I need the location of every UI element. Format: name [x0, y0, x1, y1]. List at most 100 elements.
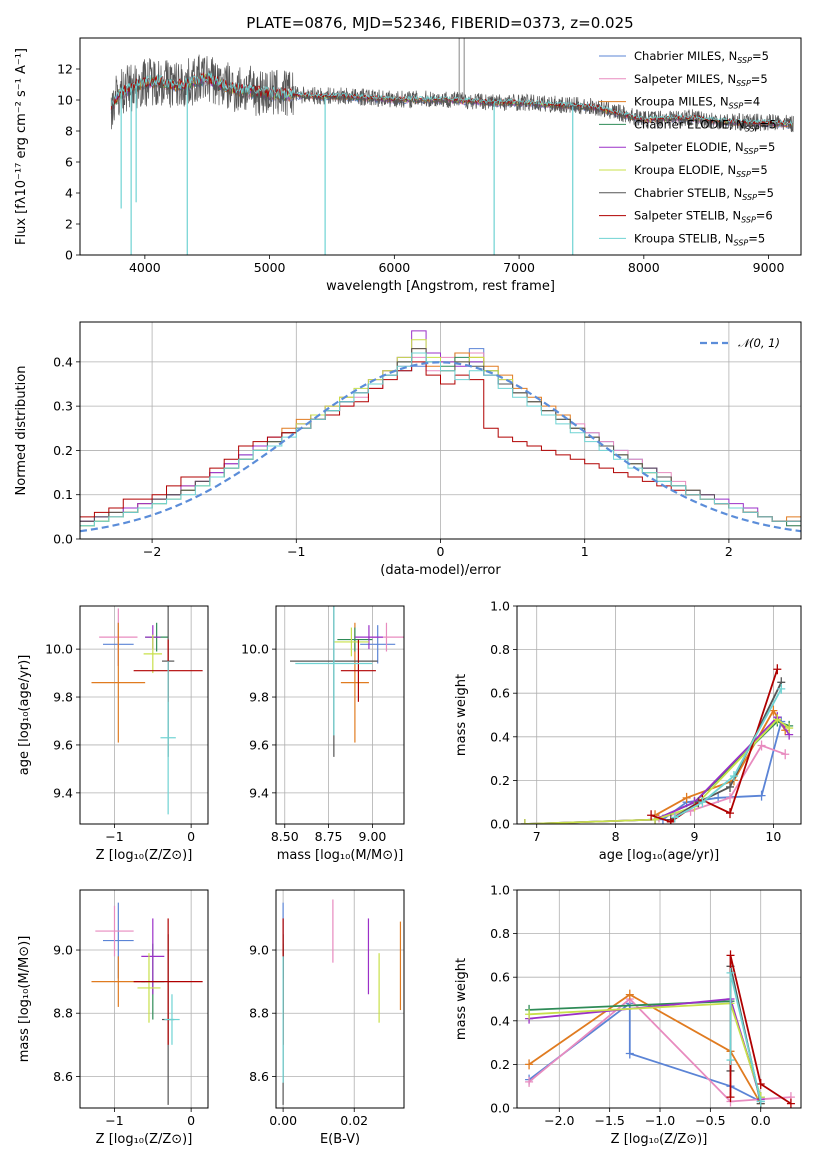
weight-marker-kroupa_stelib — [756, 1096, 765, 1107]
errorbar-point-kroupa_elodie — [137, 953, 161, 1023]
spectrum-line-chabrier_stelib — [110, 54, 794, 133]
y-tick-label: 0.3 — [53, 399, 73, 414]
y-tick-label: 0.4 — [53, 354, 73, 369]
errorbar-point-chabrier_miles — [360, 625, 396, 664]
legend-label: Chabrier MILES, NSSP=5 — [634, 49, 769, 65]
x-tick-label: 0.02 — [340, 1113, 368, 1128]
plot-area — [282, 899, 402, 1105]
weight-marker-salpeter_miles — [726, 792, 734, 803]
weight-marker-salpeter_stelib — [726, 808, 734, 819]
x-tick-label: 6000 — [378, 260, 410, 275]
weight-marker-chabrier_miles — [625, 1048, 634, 1059]
x-tick-label: 10 — [765, 829, 781, 844]
legend-label: Chabrier ELODIE, NSSP=5 — [634, 117, 776, 133]
y-axis-label: mass weight — [454, 958, 469, 1040]
weight-marker-kroupa_stelib — [726, 967, 735, 978]
y-tick-label: 9.6 — [249, 737, 269, 752]
x-tick-label: 5000 — [254, 260, 286, 275]
y-tick-label: 0.8 — [490, 642, 510, 657]
axes-frame — [79, 889, 209, 1109]
x-tick-label: 1 — [581, 544, 589, 559]
weight-marker-kroupa_stelib — [698, 797, 707, 808]
y-tick-label: 9.8 — [53, 690, 73, 705]
errorbar-point-kroupa_stelib — [160, 661, 176, 815]
y-tick-label: 0.0 — [490, 817, 510, 832]
x-tick-label: −1 — [105, 1113, 123, 1128]
y-tick-label: 8.8 — [53, 1006, 73, 1021]
plot-area — [525, 950, 795, 1108]
chart-spectrum: 4000 5000 6000 7000 8000 9000 0 2 4 6 8 10 12 wavelen… — [14, 37, 802, 294]
x-tick-label: 7 — [533, 829, 541, 844]
y-tick-label: 0 — [65, 248, 73, 263]
errorbar-point-salpeter_elodie — [141, 918, 165, 995]
weight-marker-salpeter_stelib — [726, 950, 735, 961]
y-tick-label: 9.8 — [249, 690, 269, 705]
weight-line-kroupa_elodie — [524, 718, 790, 824]
axes-frame — [516, 889, 802, 1109]
y-tick-label: 4 — [65, 186, 73, 201]
y-tick-label: 2 — [65, 217, 73, 232]
weight-marker-kroupa_miles — [525, 1059, 534, 1070]
y-tick-label: 10 — [57, 93, 73, 108]
errorbar-point-salpeter_elodie — [354, 625, 383, 650]
chart-mass_weight_vs_age: 7 8 9 10 0.0 0.2 0.4 0.6 0.8 1.0 age [log₁₀(age/yr… — [454, 599, 802, 863]
weight-marker-kroupa_stelib — [726, 1055, 735, 1066]
x-axis-label: E(B-V) — [320, 1132, 360, 1147]
x-tick-label: 7000 — [503, 260, 535, 275]
x-axis-label: wavelength [Angstrom, rest frame] — [326, 279, 555, 294]
y-tick-label: 0.6 — [490, 686, 510, 701]
y-axis-label: age [log₁₀(age/yr)] — [17, 655, 32, 776]
legend-label: Kroupa MILES, NSSP=4 — [634, 95, 760, 111]
weight-marker-chabrier_stelib — [726, 781, 734, 792]
legend-label: Kroupa STELIB, NSSP=5 — [634, 231, 765, 247]
weight-marker-salpeter_stelib — [773, 664, 782, 675]
x-tick-label: −2 — [143, 544, 161, 559]
y-tick-label: 1.0 — [490, 599, 510, 614]
weight-marker-salpeter_miles — [525, 1076, 534, 1087]
x-axis-label: Z [log₁₀(Z/Z⊙)] — [611, 1132, 708, 1147]
spectrum-line-kroupa_stelib — [110, 72, 794, 126]
y-tick-label: 0.4 — [490, 729, 510, 744]
y-tick-label: 0.2 — [53, 443, 73, 458]
errorbar-point-chabrier_elodie — [337, 627, 373, 652]
chart-mass_vs_ebv: 0.00 0.02 8.6 8.8 9.0 E(B-V) — [249, 889, 405, 1147]
weight-marker-kroupa_elodie — [520, 819, 529, 824]
normal-curve — [80, 361, 801, 533]
weight-marker-kroupa_miles — [682, 792, 691, 803]
weight-marker-salpeter_stelib — [666, 816, 675, 824]
axes-frame — [79, 605, 209, 825]
errorbar-point-salpeter_miles — [95, 905, 134, 957]
errorbar-point-salpeter_stelib — [133, 918, 203, 1045]
plot-area — [91, 606, 203, 815]
x-tick-label: −1.0 — [645, 1113, 675, 1128]
weight-marker-kroupa_stelib — [777, 683, 786, 694]
x-tick-label: 0 — [187, 1113, 195, 1128]
weight-line-chabrier_miles — [662, 721, 783, 821]
errorbar-point-kroupa_stelib — [164, 994, 180, 1045]
weight-line-kroupa_elodie — [529, 1002, 762, 1098]
x-tick-label: −1 — [105, 829, 123, 844]
y-tick-label: 9.4 — [53, 785, 73, 800]
y-tick-label: 0.0 — [490, 1101, 510, 1116]
axes-frame — [79, 321, 802, 540]
x-tick-label: 9000 — [753, 260, 785, 275]
x-tick-label: −0.5 — [695, 1113, 725, 1128]
x-tick-label: −1 — [287, 544, 305, 559]
x-axis-label: Z [log₁₀(Z/Z⊙)] — [96, 1132, 193, 1147]
y-tick-label: 10.0 — [241, 642, 269, 657]
weight-marker-kroupa_elodie — [525, 1009, 534, 1020]
y-tick-label: 8.6 — [249, 1069, 269, 1084]
y-tick-label: 8 — [65, 124, 73, 139]
y-tick-label: 10.0 — [45, 642, 73, 657]
weight-line-kroupa_miles — [654, 708, 786, 817]
plot-area — [91, 902, 203, 1105]
y-tick-label: 0.2 — [490, 1057, 510, 1072]
weight-line-kroupa_miles — [528, 993, 762, 1105]
y-tick-label: 0.1 — [53, 487, 73, 502]
y-tick-label: 9.6 — [53, 737, 73, 752]
y-tick-label: 0.2 — [490, 773, 510, 788]
x-axis-label: mass [log₁₀(M/M⊙)] — [277, 848, 404, 863]
y-axis-label: Flux [fλ10⁻¹⁷ erg cm⁻² s⁻¹ A⁻¹] — [14, 48, 29, 245]
weight-line-salpeter_elodie — [524, 715, 790, 824]
